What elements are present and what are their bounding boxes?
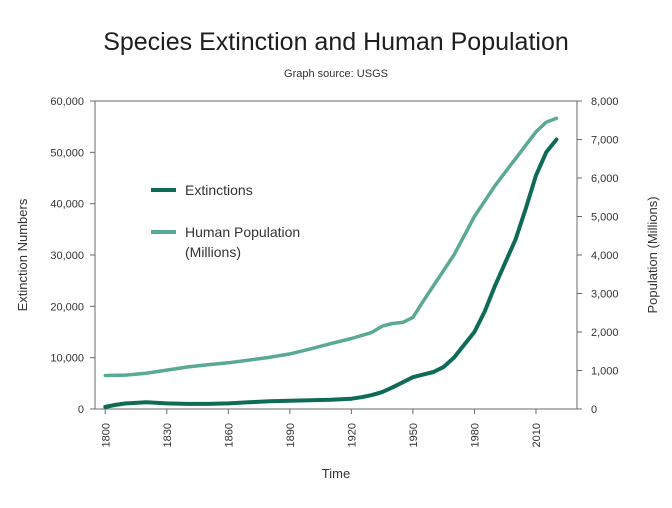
y-right-tick-label: 7,000 xyxy=(591,135,619,147)
y-right-tick-label: 3,000 xyxy=(591,289,619,301)
x-tick-label: 1860 xyxy=(223,423,235,447)
x-tick-label: 1890 xyxy=(285,423,297,447)
y-right-tick-label: 2,000 xyxy=(591,327,619,339)
y-left-tick-label: 0 xyxy=(78,404,84,416)
chart-title: Species Extinction and Human Population xyxy=(103,28,569,56)
y-axis-left-label: Extinction Numbers xyxy=(15,198,30,311)
y-left-tick-label: 30,000 xyxy=(50,250,84,262)
y-left-tick-label: 40,000 xyxy=(50,199,84,211)
legend-label-human-population-line2: (Millions) xyxy=(185,244,241,260)
y-right-tick-label: 4,000 xyxy=(591,250,619,262)
series-line-extinctions xyxy=(103,137,559,409)
x-tick-label: 2010 xyxy=(531,423,543,447)
y-axis-right-label: Population (Millions) xyxy=(645,196,660,313)
x-tick-label: 1950 xyxy=(408,423,420,447)
series-line-human-population-millions xyxy=(103,116,559,378)
y-right-tick-label: 6,000 xyxy=(591,173,619,185)
axes: 0 10,000 20,000 30,000 40,000 50,000 60,000 0 1,… xyxy=(50,96,618,447)
x-axis-label: Time xyxy=(322,466,350,481)
legend: Extinctions Human Population (Millions) xyxy=(151,182,300,260)
legend-label-extinctions: Extinctions xyxy=(185,182,253,198)
x-tick-label: 1830 xyxy=(162,423,174,447)
x-tick-label: 1920 xyxy=(346,423,358,447)
y-right-tick-label: 1,000 xyxy=(591,366,619,378)
y-right-tick-label: 8,000 xyxy=(591,96,619,108)
x-tick-label: 1980 xyxy=(469,423,481,447)
y-left-tick-label: 10,000 xyxy=(50,353,84,365)
plot-frame xyxy=(94,100,578,410)
legend-label-human-population-line1: Human Population xyxy=(185,224,300,240)
series-lines xyxy=(103,116,559,409)
y-right-tick-label: 0 xyxy=(591,404,597,416)
x-tick-label: 1800 xyxy=(100,423,112,447)
chart-subtitle: Graph source: USGS xyxy=(284,68,388,80)
y-left-tick-label: 20,000 xyxy=(50,301,84,313)
y-left-tick-label: 50,000 xyxy=(50,147,84,159)
y-right-tick-label: 5,000 xyxy=(591,212,619,224)
y-left-tick-label: 60,000 xyxy=(50,96,84,108)
